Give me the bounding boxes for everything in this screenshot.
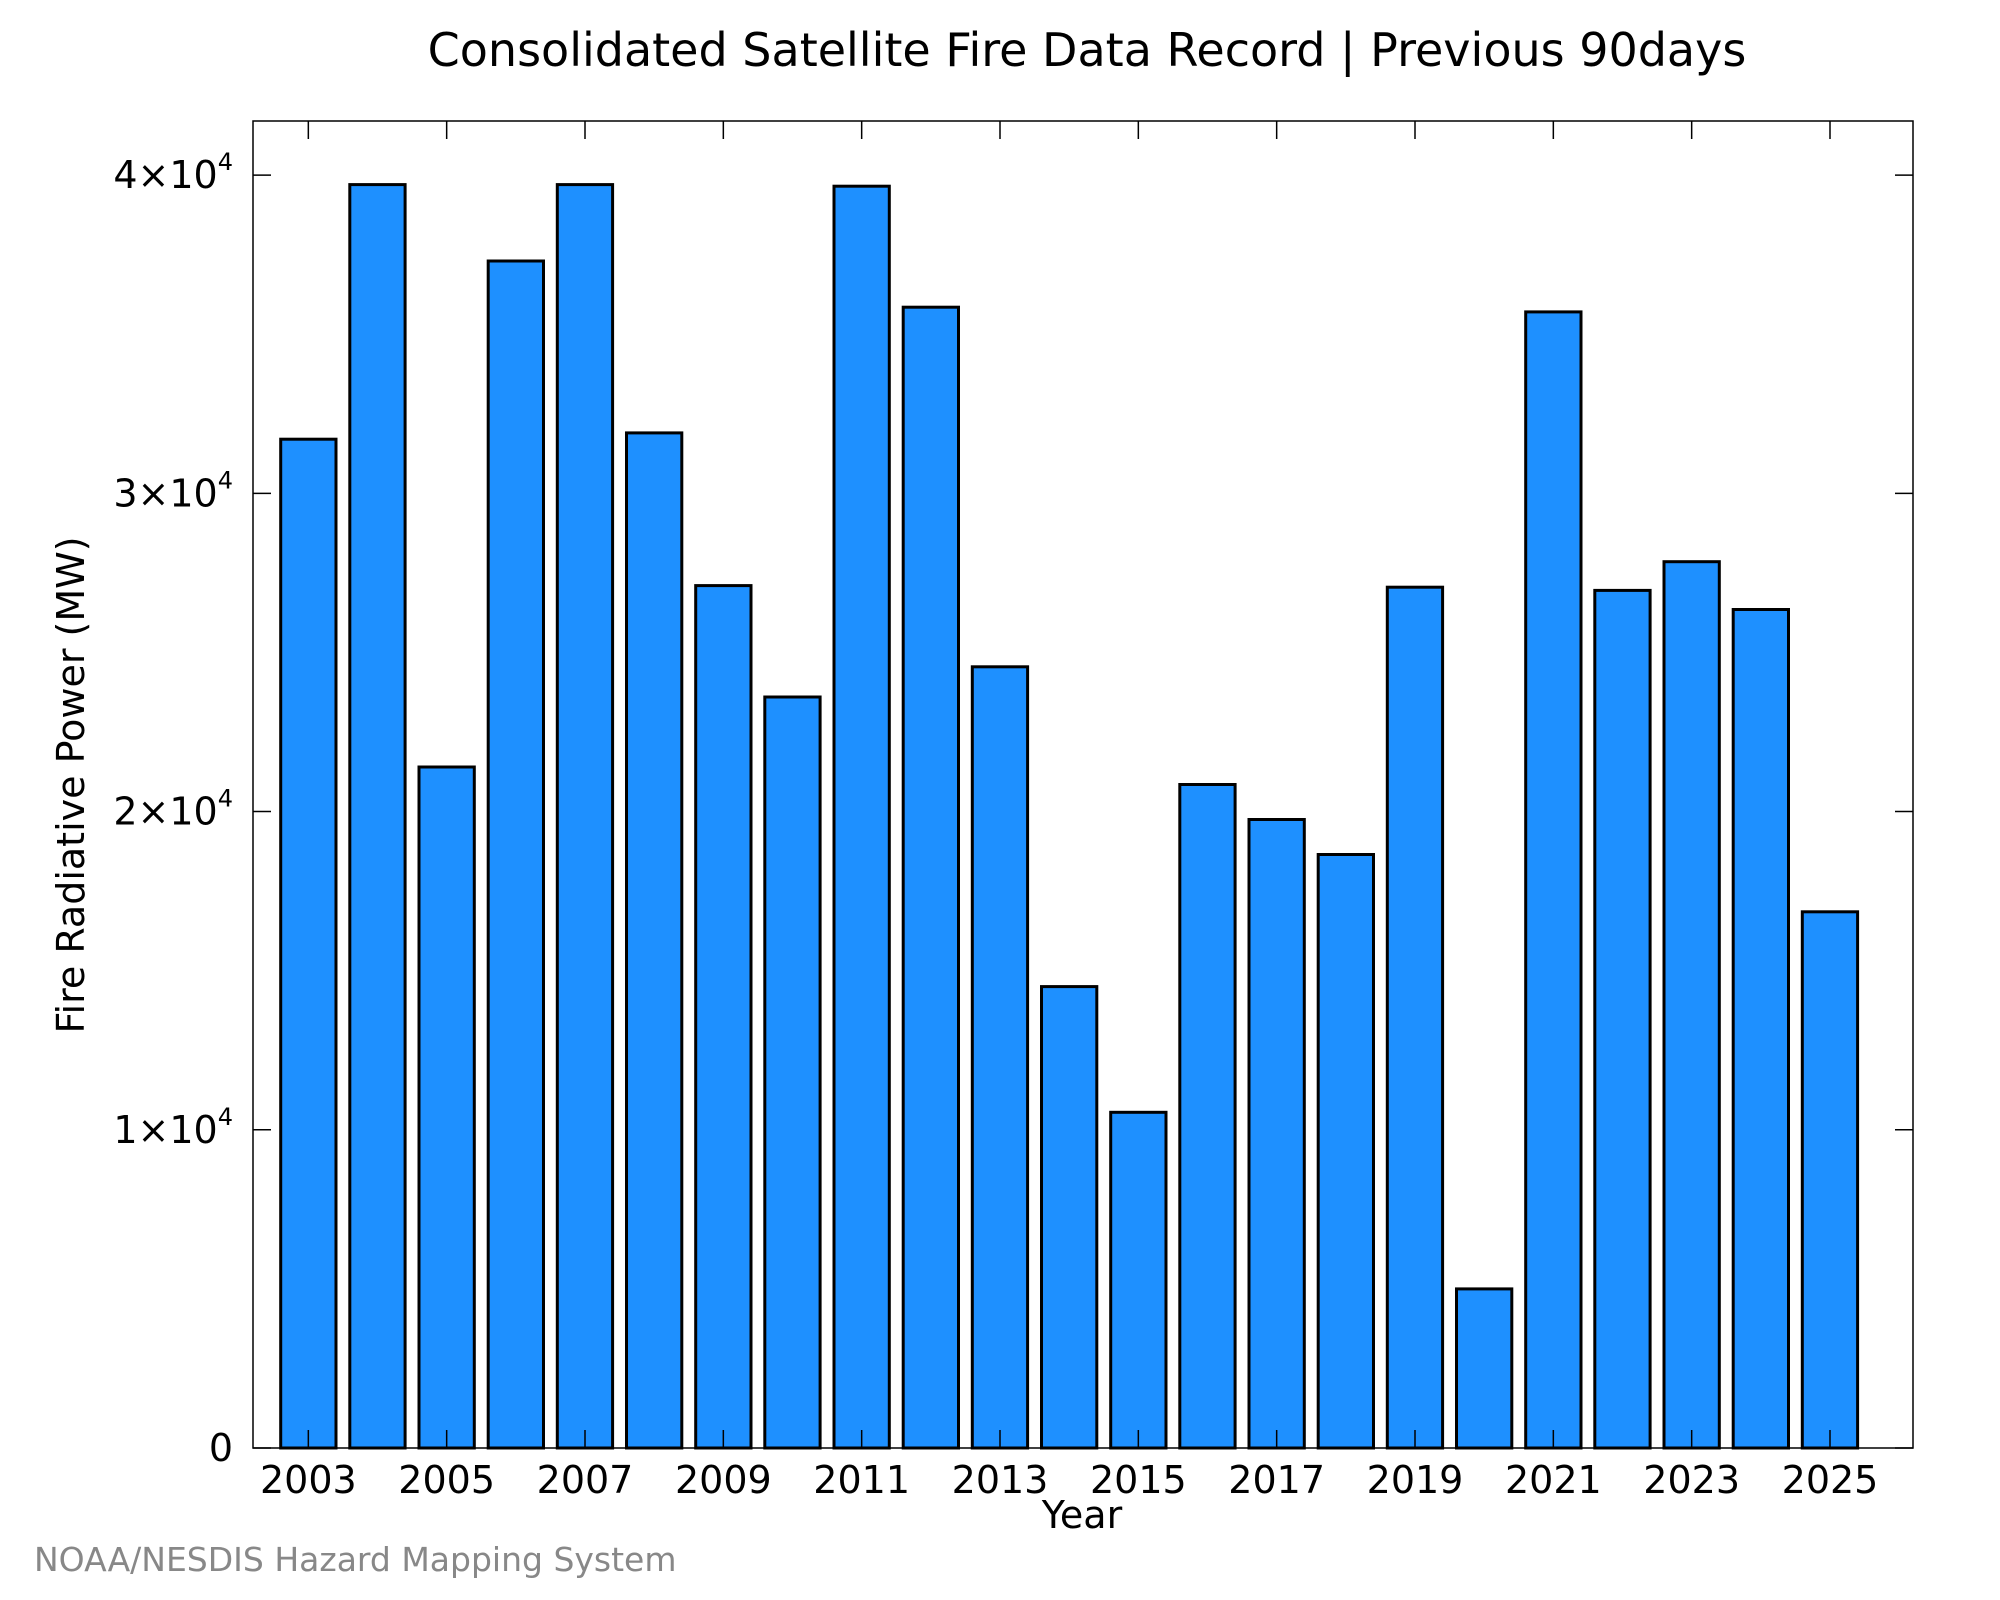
bar-2020: [1455, 1287, 1514, 1450]
x-tick-label: 2017: [1228, 1458, 1325, 1502]
bar-2003: [279, 437, 338, 1450]
x-tick-label: 2015: [1090, 1458, 1187, 1502]
bar-2012: [901, 305, 961, 1450]
bar-2025: [1800, 910, 1860, 1450]
x-tick-label: 2013: [952, 1458, 1049, 1502]
y-tick-label: 2×104: [113, 785, 233, 834]
y-tick-label: 1×104: [113, 1103, 233, 1152]
x-tick-label: 2007: [537, 1458, 634, 1502]
ticks-group: [253, 121, 1913, 1449]
credit-text: NOAA/NESDIS Hazard Mapping System: [34, 1540, 677, 1579]
x-axis-title: Year: [1041, 1493, 1123, 1537]
chart-title: Consolidated Satellite Fire Data Record …: [428, 23, 1747, 78]
bar-2018: [1316, 853, 1375, 1450]
bar-2009: [694, 584, 753, 1450]
x-tick-label: 2011: [813, 1458, 910, 1502]
bars-group: [279, 183, 1860, 1450]
y-tick-label: 4×104: [113, 148, 233, 197]
bar-2008: [625, 431, 684, 1450]
bar-2014: [1040, 985, 1099, 1450]
bar-2011: [832, 184, 891, 1450]
x-tick-labels: 2003 2005 2007 2009 2011 2013 2015 2017 2019 2021…: [260, 1458, 1878, 1502]
bar-2015: [1109, 1110, 1168, 1450]
y-tick-labels: 0 1×104 2×104 3×104 4×104: [113, 148, 233, 1470]
bar-2016: [1178, 783, 1237, 1450]
x-tick-label: 2003: [260, 1458, 357, 1502]
x-tick-label: 2009: [675, 1458, 772, 1502]
bar-2023: [1662, 560, 1721, 1450]
plot-frame: [252, 120, 1914, 1449]
x-tick-label: 2023: [1643, 1458, 1740, 1502]
bar-2017: [1247, 818, 1306, 1450]
y-tick-label: 3×104: [113, 466, 233, 515]
bar-2005: [417, 765, 476, 1450]
bar-2007: [555, 183, 615, 1450]
bar-2004: [348, 183, 407, 1450]
y-tick-label: 0: [209, 1426, 233, 1470]
bar-2010: [763, 695, 822, 1450]
x-tick-label: 2019: [1367, 1458, 1464, 1502]
x-tick-label: 2025: [1782, 1458, 1879, 1502]
x-tick-label: 2021: [1505, 1458, 1602, 1502]
y-axis-title: Fire Radiative Power (MW): [49, 536, 93, 1033]
bar-2022: [1593, 588, 1652, 1450]
bar-2019: [1385, 585, 1445, 1450]
bar-2013: [970, 665, 1030, 1450]
x-tick-label: 2005: [398, 1458, 495, 1502]
bar-2021: [1524, 310, 1583, 1450]
bar-2024: [1731, 608, 1790, 1450]
bar-2006: [486, 259, 546, 1450]
